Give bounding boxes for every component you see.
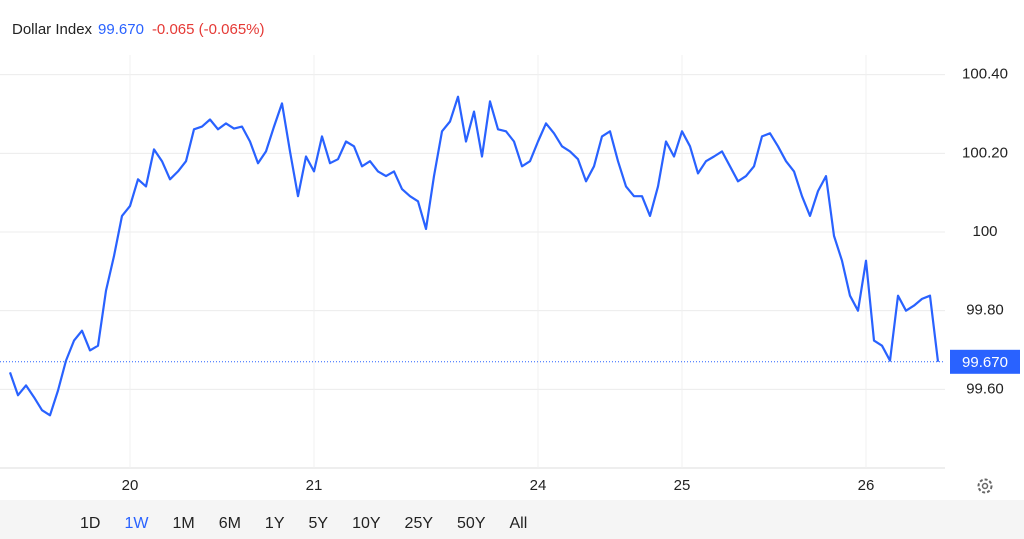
range-button[interactable]: 10Y (352, 515, 381, 532)
range-button[interactable]: 25Y (405, 515, 434, 532)
price-line (8, 95, 940, 417)
x-tick-label: 24 (530, 477, 547, 494)
settings-icon[interactable] (977, 478, 993, 494)
y-tick-label: 99.80 (966, 302, 1004, 319)
range-button[interactable]: 1W (124, 515, 149, 532)
last-price-badge (950, 349, 1020, 374)
chart-title: Dollar Index (12, 21, 93, 38)
range-button[interactable]: 5Y (309, 515, 329, 532)
range-button[interactable]: 1Y (265, 515, 285, 532)
range-button[interactable]: 6M (219, 515, 241, 532)
last-price-label: 99.670 (962, 354, 1008, 371)
x-tick-label: 20 (122, 477, 139, 494)
y-tick-label: 100 (972, 223, 997, 240)
x-tick-label: 21 (306, 477, 323, 494)
range-button[interactable]: All (509, 515, 527, 532)
range-button[interactable]: 1M (172, 515, 194, 532)
y-tick-label: 100.40 (962, 66, 1008, 83)
x-tick-label: 25 (674, 477, 691, 494)
range-button[interactable]: 50Y (457, 515, 486, 532)
range-button[interactable]: 1D (80, 515, 100, 532)
price-change: -0.065 (-0.065%) (152, 21, 265, 38)
last-price: 99.670 (98, 21, 144, 38)
y-tick-label: 100.20 (962, 144, 1008, 161)
y-tick-label: 99.60 (966, 380, 1004, 397)
x-tick-label: 26 (858, 477, 875, 494)
chart-header: Dollar Index 99.670 -0.065 (-0.065%) (12, 21, 265, 38)
range-bar (0, 500, 1024, 539)
